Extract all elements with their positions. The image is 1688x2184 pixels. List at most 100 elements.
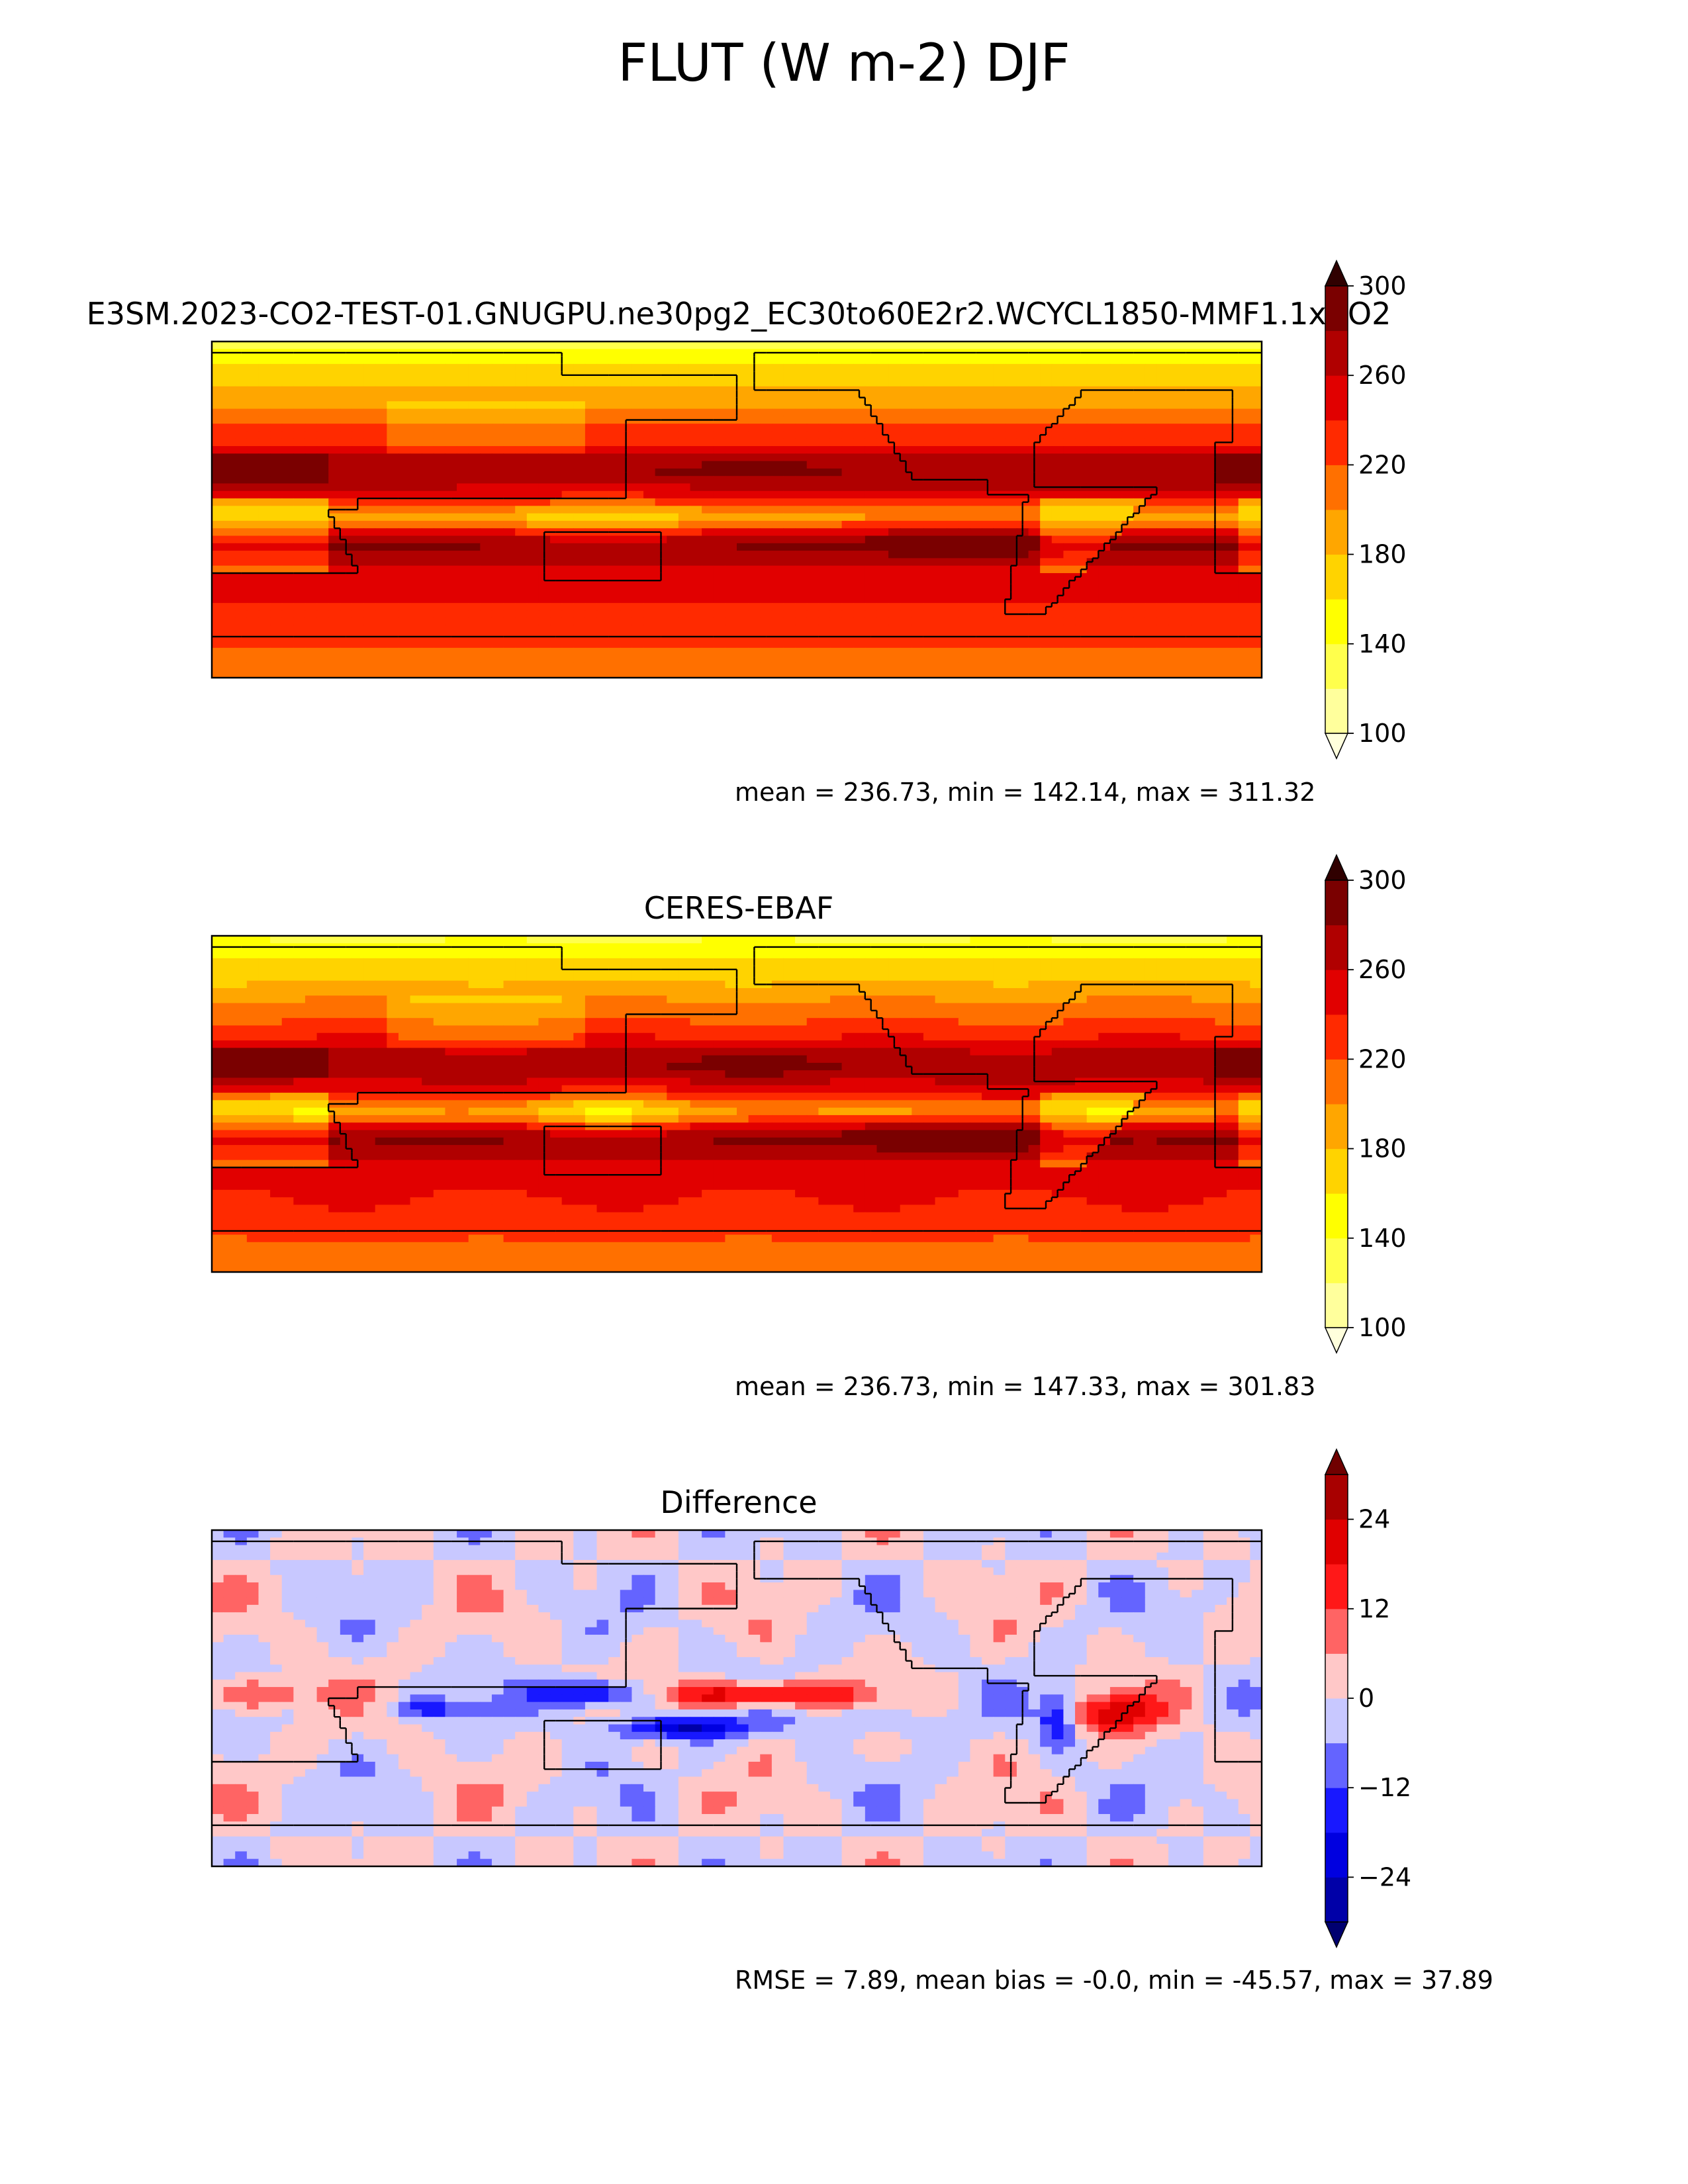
field-cell [387,565,399,574]
field-cell [737,1003,749,1011]
field-cell [958,386,971,394]
colorbar-outline [1325,285,1348,734]
field-cell [667,535,679,544]
field-cell [760,610,773,619]
field-cell [480,363,492,372]
field-cell [760,520,773,529]
field-cell [935,670,947,678]
field-cell [1063,973,1076,981]
field-cell [725,379,737,387]
field-cell [643,595,656,604]
field-cell [550,498,563,506]
field-cell [993,647,1006,656]
field-cell [375,461,387,469]
field-cell [806,973,819,981]
field-cell [596,943,609,952]
field-cell [1180,483,1192,492]
field-cell [771,394,784,402]
field-cell [608,950,621,959]
field-cell [690,506,702,514]
field-cell [818,966,831,974]
field-cell [573,936,586,944]
field-cell [340,572,353,581]
field-cell [993,662,1006,671]
field-cell [1016,565,1029,574]
field-cell [1250,565,1262,574]
field-cell [316,424,329,432]
field-cell [643,461,656,469]
field-cell [771,580,784,589]
field-cell [888,988,901,996]
field-cell [667,401,679,410]
field-cell [422,565,434,574]
field-cell [1145,1003,1157,1011]
field-cell [935,610,947,619]
field-cell [223,543,236,551]
field-cell [1250,958,1262,966]
field-cell [970,468,982,477]
field-cell [1180,453,1192,462]
field-cell [340,640,353,649]
field-cell [947,936,959,944]
field-cell [422,379,434,387]
field-cell [1180,506,1192,514]
field-cell [1168,363,1181,372]
field-cell [608,416,621,424]
field-cell [1192,558,1204,567]
field-cell [865,936,878,944]
field-cell [480,572,492,581]
coastline [212,351,1262,638]
field-cell [725,950,737,959]
field-cell [1121,588,1134,596]
field-cell [503,670,516,678]
field-cell [1156,988,1169,996]
field-cell [806,610,819,619]
field-cell [1005,356,1017,365]
field-cell [841,543,854,551]
field-cell [223,371,236,380]
field-cell [550,995,563,1004]
field-cell [678,363,691,372]
field-cell [748,483,761,492]
field-cell [841,528,854,537]
field-cell [1133,670,1146,678]
field-cell [258,424,271,432]
field-cell [725,453,737,462]
field-cell [783,966,796,974]
field-cell [281,453,294,462]
field-cell [608,655,621,664]
field-cell [503,655,516,664]
field-cell [876,973,889,981]
field-cell [1215,565,1227,574]
field-cell [1145,416,1157,424]
field-cell [690,356,702,365]
field-cell [1063,371,1076,380]
field-cell [1086,476,1099,484]
field-cell [375,1003,387,1011]
field-cell [806,446,819,454]
field-cell [526,973,539,981]
field-cell [923,973,936,981]
field-cell [387,386,399,394]
field-cell [328,476,341,484]
field-cell [1121,617,1134,626]
field-cell [561,468,574,477]
field-cell [293,662,306,671]
field-cell [375,995,387,1004]
field-cell [281,625,294,633]
field-cell [783,476,796,484]
field-cell [328,356,341,365]
field-cell [1203,506,1216,514]
field-cell [667,341,679,349]
field-cell [573,1003,586,1011]
field-cell [212,603,224,611]
field-cell [1238,958,1250,966]
field-cell [1133,431,1146,439]
field-cell [585,950,598,959]
field-cell [363,379,376,387]
field-cell [387,483,399,492]
field-cell [608,572,621,581]
field-cell [795,356,808,365]
field-cell [1098,610,1111,619]
field-cell [375,610,387,619]
